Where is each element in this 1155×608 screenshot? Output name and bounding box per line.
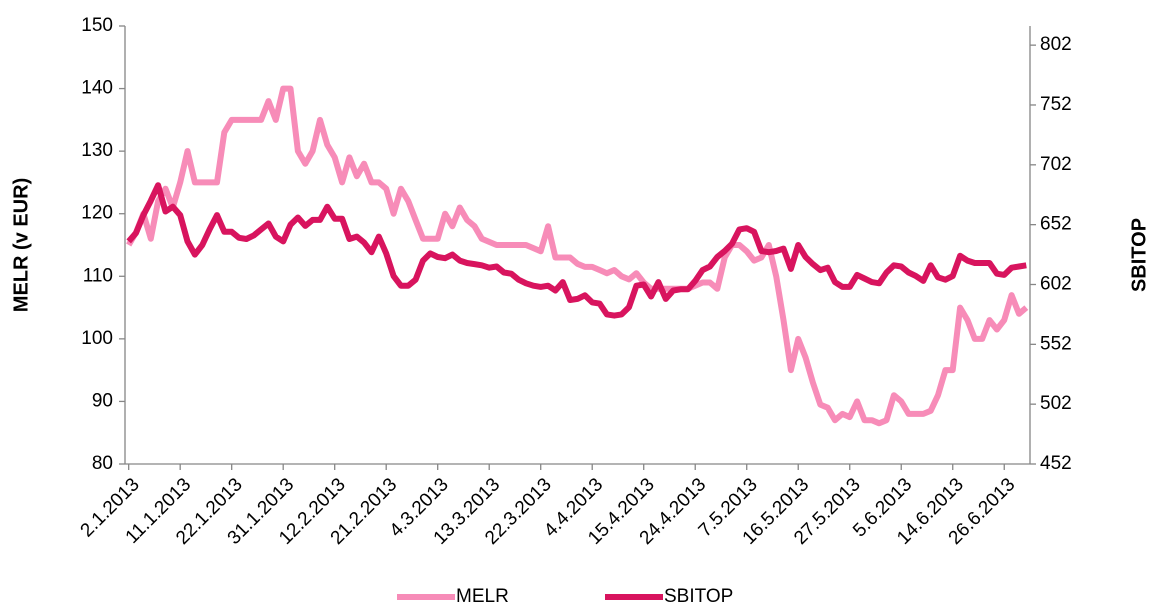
y-tick-label: 80	[92, 453, 113, 474]
y2-tick-label: 552	[1040, 333, 1072, 354]
y2-tick-label: 602	[1040, 274, 1072, 295]
y-tick-label: 100	[81, 328, 113, 349]
y2-tick-label: 802	[1040, 34, 1072, 55]
y-tick-label: 110	[83, 265, 113, 286]
y-tick-label: 120	[81, 203, 113, 224]
legend-label: MELR	[456, 586, 509, 607]
y2-tick-label: 752	[1040, 94, 1072, 115]
y-tick-label: 130	[81, 140, 113, 161]
y2-tick-label: 702	[1040, 154, 1072, 175]
y2-axis-title: SBITOP	[1128, 218, 1150, 292]
y2-tick-label: 502	[1040, 393, 1072, 414]
series-line	[126, 85, 1029, 427]
y-tick-label: 150	[81, 15, 113, 36]
series-line	[126, 182, 1027, 319]
y2-tick-label: 652	[1040, 214, 1072, 235]
y-tick-label: 140	[81, 78, 113, 99]
y-tick-label: 90	[92, 390, 113, 411]
y2-tick-label: 452	[1040, 453, 1072, 474]
legend-label: SBITOP	[664, 586, 733, 607]
y-axis-title: MELR (v EUR)	[10, 178, 32, 312]
